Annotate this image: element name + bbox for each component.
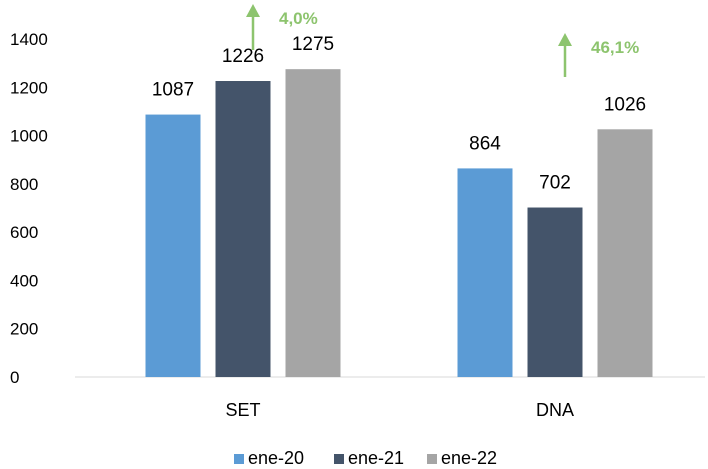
growth-label: 4,0% <box>279 9 318 28</box>
category-labels: SET DNA <box>225 400 574 420</box>
y-tick-label: 800 <box>10 175 38 194</box>
data-label: 1026 <box>604 94 646 115</box>
y-tick-label: 1200 <box>10 78 48 97</box>
up-arrow-head <box>558 33 572 46</box>
y-tick-label: 0 <box>10 368 19 387</box>
data-label: 1275 <box>292 34 334 55</box>
y-axis-ticks: 0 200 400 600 800 1000 1200 1400 <box>10 30 48 387</box>
data-label: 702 <box>539 173 571 194</box>
up-arrow-icon <box>246 4 260 50</box>
growth-label: 46,1% <box>591 38 639 57</box>
data-label: 1087 <box>152 80 194 101</box>
legend-swatch <box>427 454 437 464</box>
legend: ene-20 ene-21 ene-22 <box>234 448 497 468</box>
bar <box>145 114 201 378</box>
bar <box>457 168 513 377</box>
data-label: 1226 <box>222 46 264 67</box>
legend-label: ene-20 <box>248 448 304 468</box>
y-tick-label: 1000 <box>10 127 48 146</box>
up-arrow-head <box>246 4 260 17</box>
legend-swatch <box>334 454 344 464</box>
bar <box>215 81 271 377</box>
data-label: 864 <box>469 133 501 154</box>
bar <box>527 207 583 377</box>
y-tick-label: 600 <box>10 223 38 242</box>
legend-label: ene-22 <box>441 448 497 468</box>
x-tick-label: DNA <box>536 400 574 420</box>
legend-label: ene-21 <box>348 448 404 468</box>
y-tick-label: 1400 <box>10 30 48 49</box>
bar <box>597 129 653 377</box>
bars: 1087 1226 1275 864 702 1026 <box>145 34 653 378</box>
y-tick-label: 200 <box>10 320 38 339</box>
up-arrow-icon <box>558 33 572 77</box>
annotations: 4,0% 46,1% <box>246 4 639 77</box>
y-tick-label: 400 <box>10 271 38 290</box>
x-tick-label: SET <box>225 400 260 420</box>
legend-swatch <box>234 454 244 464</box>
bar <box>285 69 341 377</box>
